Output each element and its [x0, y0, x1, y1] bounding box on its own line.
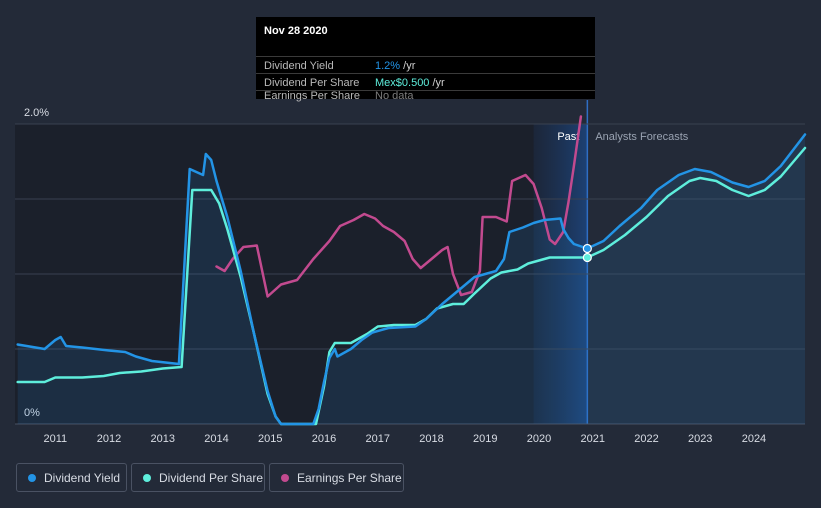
y-tick-label: 2.0%: [24, 107, 49, 119]
series-line-dividend-per-share: [16, 146, 807, 426]
x-tick-label: 2016: [312, 433, 336, 445]
tooltip-value: Mex$0.500: [375, 77, 430, 89]
legend-label: Dividend Per Share: [159, 471, 264, 485]
legend-label: Dividend Yield: [44, 471, 121, 485]
legend-dot-icon: [28, 474, 36, 482]
x-tick-label: 2020: [527, 433, 551, 445]
x-tick-label: 2019: [473, 433, 497, 445]
forecast-label: Analysts Forecasts: [595, 131, 688, 143]
tooltip-value-wrap: No data: [375, 90, 414, 102]
legend-earnings-per-share[interactable]: Earnings Per Share: [269, 463, 404, 492]
tooltip-row-dividend-yield: Dividend Yield 1.2% /yr: [256, 56, 595, 74]
tooltip-row-earnings-per-share: Earnings Per Share No data: [256, 90, 595, 102]
y-tick-label: 0%: [24, 407, 40, 419]
legend-dividend-yield[interactable]: Dividend Yield: [16, 463, 127, 492]
x-tick-label: 2017: [366, 433, 390, 445]
legend-dot-icon: [143, 474, 151, 482]
tooltip-unit: /yr: [400, 60, 416, 72]
legend-label: Earnings Per Share: [297, 471, 402, 485]
hover-tooltip: Nov 28 2020 Dividend Yield 1.2% /yr Divi…: [256, 17, 595, 102]
tooltip-label: Dividend Per Share: [264, 77, 360, 89]
tooltip-unit: /yr: [429, 77, 445, 89]
tooltip-label: Dividend Yield: [264, 60, 334, 72]
past-label: Past: [557, 131, 579, 143]
x-tick-label: 2021: [580, 433, 604, 445]
x-tick-label: 2013: [151, 433, 175, 445]
dividend-yield-area: [17, 134, 806, 424]
x-tick-label: 2023: [688, 433, 712, 445]
tooltip-value: 1.2%: [375, 60, 401, 72]
tooltip-value-wrap: Mex$0.500 /yr: [375, 77, 445, 89]
x-tick-label: 2018: [419, 433, 443, 445]
x-tick-label: 2011: [43, 433, 67, 445]
legend-dividend-per-share[interactable]: Dividend Per Share: [131, 463, 265, 492]
tooltip-value-wrap: 1.2% /yr: [375, 60, 415, 72]
x-tick-label: 2012: [97, 433, 121, 445]
tooltip-value: No data: [375, 90, 414, 102]
x-tick-label: 2014: [204, 433, 228, 445]
series-line-dividend-yield: [16, 133, 807, 426]
tooltip-label: Earnings Per Share: [264, 90, 360, 102]
marker-dividend-yield: [582, 243, 592, 254]
tooltip-date: Nov 28 2020: [264, 25, 328, 37]
marker-dividend-per-share: [582, 252, 592, 263]
x-tick-label: 2024: [742, 433, 766, 445]
x-tick-label: 2015: [258, 433, 282, 445]
tooltip-row-dividend-per-share: Dividend Per Share Mex$0.500 /yr: [256, 73, 595, 91]
legend-dot-icon: [281, 474, 289, 482]
series-line-earnings-per-share: [215, 115, 583, 298]
x-tick-label: 2022: [634, 433, 658, 445]
